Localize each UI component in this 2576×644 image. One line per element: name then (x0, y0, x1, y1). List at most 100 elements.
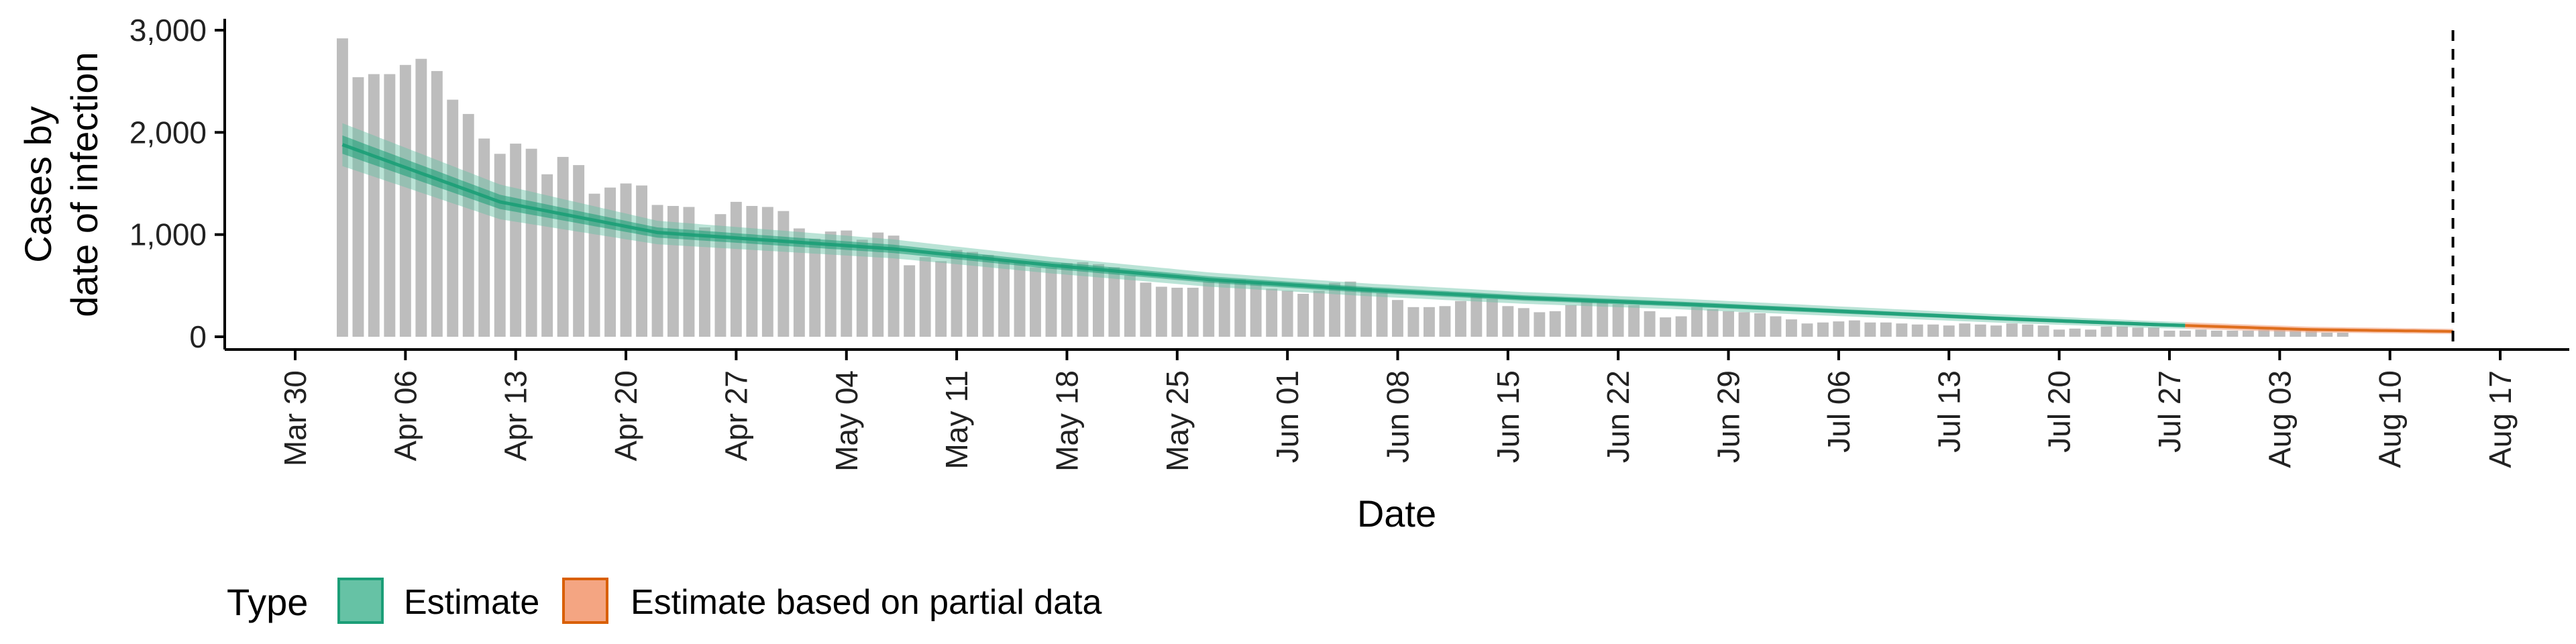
bar (2069, 328, 2081, 337)
bar (1140, 282, 1152, 337)
bar (1911, 324, 1923, 337)
bar (557, 156, 569, 337)
bar (1281, 290, 1293, 337)
bar (462, 113, 474, 337)
bar (1754, 313, 1766, 337)
bar (1171, 287, 1183, 337)
bar (1943, 325, 1955, 337)
bar (1644, 311, 1656, 337)
bar (746, 206, 758, 337)
bar (2290, 330, 2302, 337)
bar (1045, 267, 1057, 337)
legend: Type Estimate Estimate based on partial … (227, 578, 1102, 624)
bar (841, 230, 853, 337)
bar (1313, 290, 1325, 337)
bar (1959, 323, 1971, 337)
bar (1439, 306, 1451, 337)
bar (967, 252, 978, 337)
bar (1896, 323, 1908, 337)
bar (1675, 316, 1687, 337)
bar (1580, 301, 1593, 337)
bar (1927, 324, 1939, 337)
bar (1014, 262, 1026, 337)
bar (1612, 304, 1624, 337)
bar (478, 138, 490, 337)
x-tick-label: Jun 15 (1491, 370, 1525, 463)
bar (2085, 329, 2096, 337)
bar (620, 183, 632, 337)
bar (1108, 267, 1120, 337)
bar (2100, 326, 2112, 337)
bar (1707, 309, 1719, 337)
bar (1424, 307, 1435, 337)
partial-median-line (2185, 324, 2453, 333)
bar (337, 38, 348, 337)
legend-key-estimate (337, 578, 384, 624)
bar (793, 228, 805, 337)
x-tick-label: May 11 (939, 370, 974, 469)
bar (2258, 329, 2270, 337)
bar (2148, 327, 2159, 337)
bar (1077, 262, 1089, 337)
bar (1455, 301, 1466, 337)
y-tick-label: 3,000 (129, 13, 207, 48)
bar (1234, 279, 1246, 337)
x-tick-label: Jun 08 (1381, 370, 1415, 463)
bar (1061, 263, 1073, 337)
plot-layer (337, 30, 2455, 350)
x-tick-label: Mar 30 (278, 370, 313, 466)
bar (2180, 330, 2191, 337)
bar (2163, 330, 2176, 337)
bar (888, 235, 900, 337)
bar (777, 211, 790, 337)
bar (824, 231, 837, 337)
bar (809, 238, 821, 337)
bar (2321, 332, 2333, 337)
y-tick-label: 2,000 (129, 115, 207, 150)
bar (872, 232, 884, 337)
bar (919, 257, 931, 337)
legend-label-estimate: Estimate (404, 583, 539, 622)
bar (730, 201, 742, 337)
bar (1597, 302, 1609, 337)
x-tick-label: Jul 06 (1821, 370, 1856, 453)
bar (1218, 279, 1230, 337)
bar (510, 144, 522, 337)
bar (494, 154, 506, 337)
y-axis-title-line-1: Cases by (17, 106, 59, 262)
bar (1628, 305, 1640, 337)
bar (1392, 300, 1403, 337)
x-tick-label: Apr 06 (388, 370, 423, 462)
bar (399, 64, 411, 337)
bar (447, 99, 459, 337)
bar (1093, 264, 1104, 337)
bar (1250, 282, 1262, 337)
bar (1376, 292, 1388, 337)
y-axis-title-line-2: date of infection (63, 52, 105, 317)
axes-layer: 0 1,000 2,000 3,000 Mar 30 Apr 06 Apr 13 Apr 20… (129, 13, 2569, 472)
bar (415, 58, 427, 337)
x-tick-label: Apr 13 (498, 370, 533, 462)
bar (384, 74, 396, 337)
x-tick-label: Jun 22 (1601, 370, 1635, 463)
bar (368, 74, 380, 337)
bar (431, 70, 443, 337)
bar (2053, 329, 2065, 337)
x-tick-label: Jul 13 (1931, 370, 1966, 453)
bar (1155, 286, 1167, 337)
x-tick-label: Jul 27 (2152, 370, 2187, 453)
legend-title: Type (227, 581, 308, 623)
bar (651, 205, 663, 337)
bar (1203, 281, 1215, 337)
bar (1187, 287, 1199, 337)
bar (2037, 325, 2049, 337)
bar (352, 77, 364, 337)
bar (1691, 307, 1703, 337)
bar (1565, 305, 1577, 337)
bar (2226, 330, 2239, 337)
bar (2305, 330, 2317, 337)
bar (1534, 312, 1546, 337)
bar (1549, 311, 1561, 337)
